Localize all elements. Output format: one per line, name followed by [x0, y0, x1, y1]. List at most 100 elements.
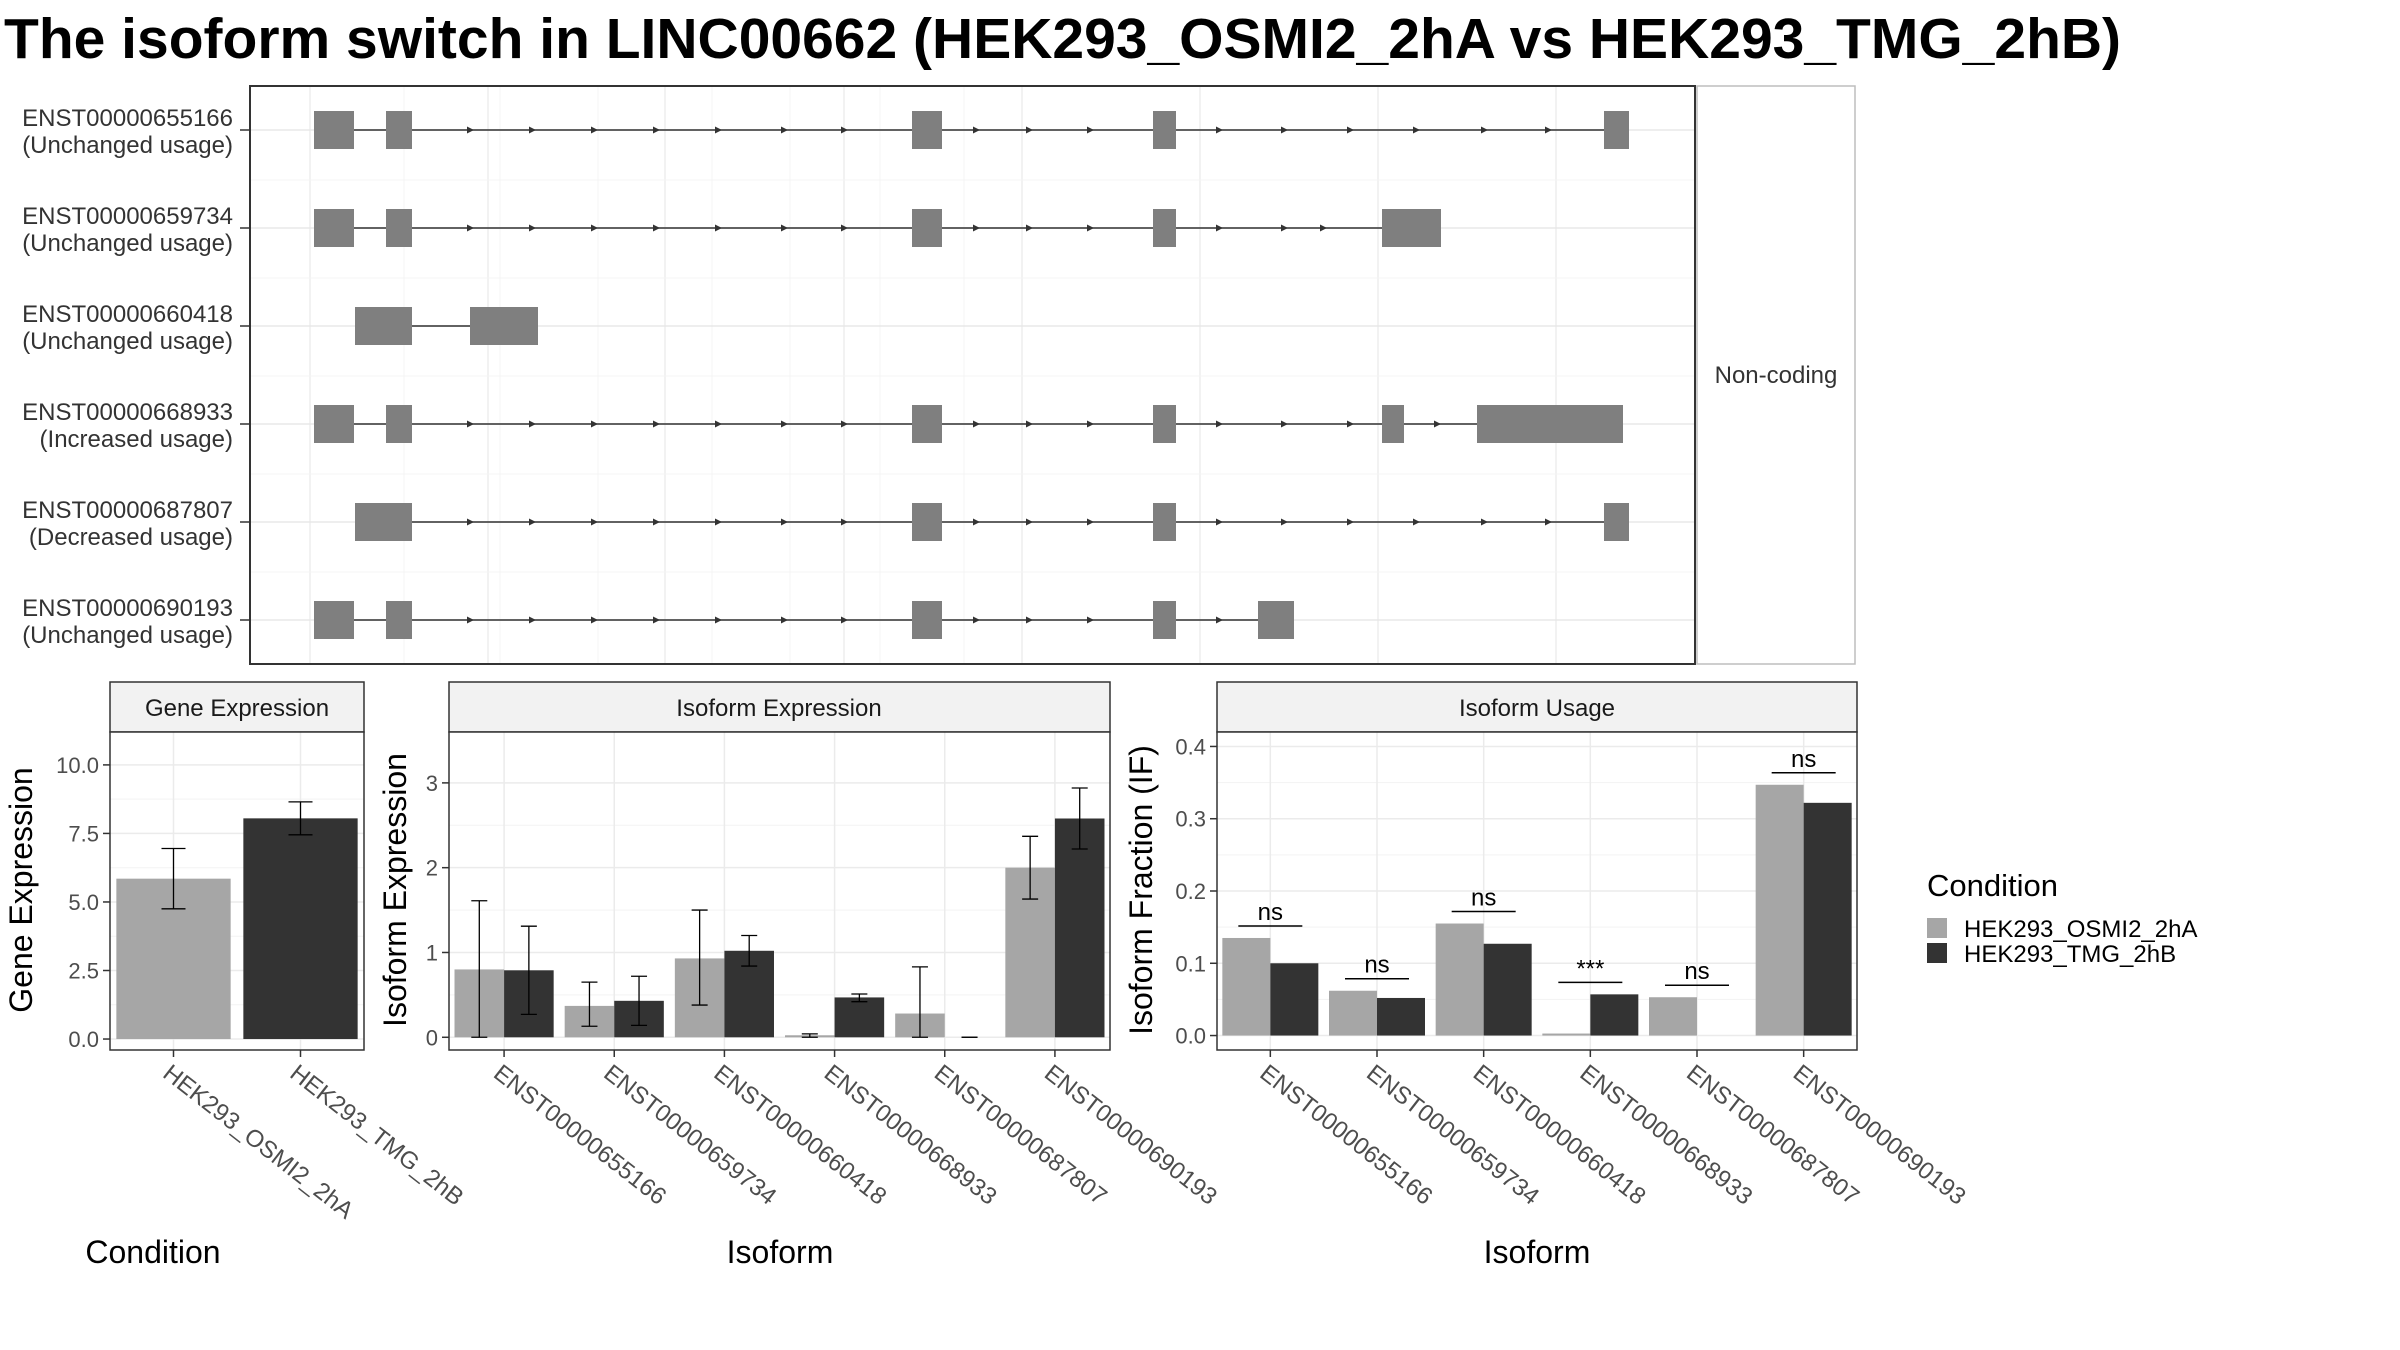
intron-direction-arrow: [973, 224, 980, 232]
bar: [1054, 818, 1105, 1038]
exon-block: [1604, 503, 1629, 541]
intron-direction-arrow: [1026, 420, 1033, 428]
exon-block: [386, 405, 412, 443]
exon-block: [1477, 405, 1623, 443]
exon-block: [1153, 209, 1176, 247]
intron-direction-arrow: [529, 224, 536, 232]
bar: [1803, 802, 1852, 1036]
intron-direction-arrow: [781, 518, 788, 526]
intron-direction-arrow: [1545, 518, 1552, 526]
intron-direction-arrow: [715, 616, 722, 624]
facet-strip-label: Non-coding: [1715, 362, 1838, 389]
isoform-id-label: ENST00000660418: [22, 301, 233, 328]
intron-direction-arrow: [1087, 224, 1094, 232]
exon-block: [314, 601, 354, 639]
isoform-id-label: ENST00000668933: [22, 399, 233, 426]
intron-direction-arrow: [529, 518, 536, 526]
exon-block: [1153, 503, 1176, 541]
isoform-usage-y-title: Isoform Fraction (IF): [1123, 745, 1159, 1035]
figure-title: The isoform switch in LINC00662 (HEK293_…: [4, 7, 2121, 71]
intron-direction-arrow: [1281, 420, 1288, 428]
exon-block: [355, 307, 412, 345]
intron-direction-arrow: [841, 616, 848, 624]
intron-direction-arrow: [841, 420, 848, 428]
isoform-id-label: ENST00000659734: [22, 203, 233, 230]
structure-plot-border: [249, 85, 1696, 665]
significance-label: ns: [1684, 958, 1709, 985]
transcript-model: [314, 209, 1441, 247]
isoform-usage-x-title: Isoform: [1484, 1234, 1591, 1270]
intron-direction-arrow: [1087, 126, 1094, 134]
bar: [243, 818, 358, 1040]
transcript-model: [314, 111, 1629, 149]
transcript-model: [314, 601, 1294, 639]
y-tick-label: 0.3: [1175, 807, 1206, 832]
intron-direction-arrow: [715, 420, 722, 428]
y-tick-label: 0.0: [68, 1027, 99, 1052]
intron-direction-arrow: [841, 126, 848, 134]
isoform-id-label: ENST00000655166: [22, 105, 233, 132]
isoform-usage-label: (Decreased usage): [29, 524, 233, 551]
bar: [1329, 990, 1377, 1036]
exon-block: [386, 111, 412, 149]
exon-block: [1153, 111, 1176, 149]
intron-direction-arrow: [467, 518, 474, 526]
intron-direction-arrow: [973, 420, 980, 428]
intron-direction-arrow: [1216, 518, 1223, 526]
significance-label: ns: [1791, 746, 1816, 773]
intron-direction-arrow: [1026, 224, 1033, 232]
transcript-models: [314, 111, 1629, 639]
intron-direction-arrow: [591, 616, 598, 624]
exon-block: [1604, 111, 1629, 149]
exon-block: [1382, 405, 1404, 443]
intron-direction-arrow: [591, 518, 598, 526]
plot-background: [449, 732, 1110, 1050]
y-tick-label: 5.0: [68, 890, 99, 915]
plot-border: [109, 731, 365, 1051]
intron-direction-arrow: [973, 518, 980, 526]
gene-structure-panel: ENST00000655166(Unchanged usage)ENST0000…: [22, 85, 1856, 665]
exon-block: [386, 601, 412, 639]
intron-direction-arrow: [467, 126, 474, 134]
isoform-expression-x-title: Isoform: [727, 1234, 834, 1270]
intron-direction-arrow: [1216, 224, 1223, 232]
intron-direction-arrow: [1347, 126, 1354, 134]
intron-direction-arrow: [1320, 224, 1327, 232]
intron-direction-arrow: [653, 126, 660, 134]
legend-title: Condition: [1927, 868, 2058, 903]
intron-direction-arrow: [1413, 518, 1420, 526]
intron-direction-arrow: [841, 224, 848, 232]
exon-block: [1153, 601, 1176, 639]
intron-direction-arrow: [653, 616, 660, 624]
significance-label: ***: [1576, 955, 1604, 982]
isoform-usage-label: (Unchanged usage): [22, 230, 233, 257]
bar: [1590, 994, 1639, 1036]
isoform-labels: ENST00000655166(Unchanged usage)ENST0000…: [22, 105, 250, 649]
intron-direction-arrow: [1281, 518, 1288, 526]
intron-direction-arrow: [781, 224, 788, 232]
exon-block: [912, 405, 942, 443]
y-tick-label: 1: [426, 940, 438, 965]
bar: [1542, 1033, 1591, 1036]
intron-direction-arrow: [1216, 616, 1223, 624]
legend-label-condition-a: HEK293_OSMI2_2hA: [1964, 916, 2197, 943]
isoform-usage-strip: [1216, 681, 1858, 733]
intron-direction-arrow: [841, 518, 848, 526]
isoform-usage-label: (Increased usage): [40, 426, 233, 453]
bar: [1270, 963, 1319, 1036]
exon-block: [1382, 209, 1441, 247]
exon-block: [912, 601, 942, 639]
exon-block: [912, 111, 942, 149]
exon-block: [314, 405, 354, 443]
y-tick-label: 2.5: [68, 959, 99, 984]
intron-direction-arrow: [1281, 224, 1288, 232]
transcript-model: [355, 503, 1629, 541]
intron-direction-arrow: [1481, 518, 1488, 526]
intron-direction-arrow: [1481, 126, 1488, 134]
intron-direction-arrow: [467, 420, 474, 428]
intron-direction-arrow: [973, 126, 980, 134]
significance-label: ns: [1471, 885, 1496, 912]
intron-direction-arrow: [653, 420, 660, 428]
intron-direction-arrow: [591, 126, 598, 134]
